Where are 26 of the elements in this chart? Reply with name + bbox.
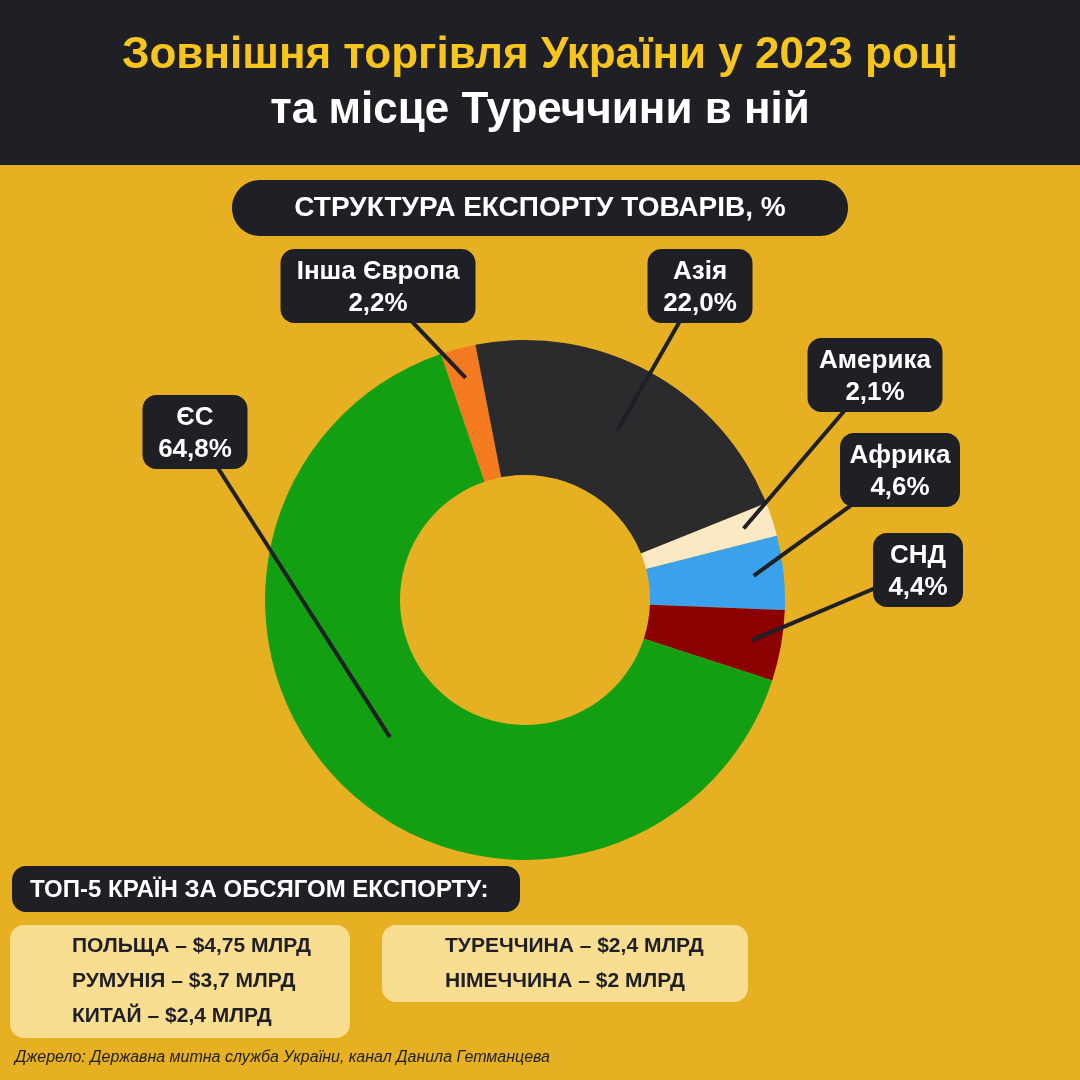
data-label: 2,2% <box>348 287 408 317</box>
slice-label: СНД <box>889 539 947 569</box>
text: ТУРЕЧЧИНА – $2,4 МЛРД <box>445 933 704 956</box>
data-label: 4,6% <box>870 471 930 501</box>
text: РУМУНІЯ – $3,7 МЛРД <box>72 968 296 991</box>
donut-slice <box>265 354 773 860</box>
donut-slice <box>646 535 785 611</box>
slice-label: Інша Європа <box>296 255 460 285</box>
data-label: 4,4% <box>888 571 948 601</box>
donut-slice <box>643 604 785 681</box>
slice-label: Америка <box>819 344 932 374</box>
data-label: 64,8% <box>158 433 232 463</box>
donut-slice <box>641 503 777 570</box>
text: КИТАЙ – $2,4 МЛРД <box>72 1003 272 1026</box>
text: Джерело: Державна митна служба України, канал Данила Гетманцева <box>13 1048 551 1065</box>
slice-label: ЄС <box>176 401 214 431</box>
slice-label: Африка <box>849 439 951 469</box>
slice-label: Азія <box>672 255 728 285</box>
donut-slice <box>440 344 502 482</box>
text: ПОЛЬЩА – $4,75 МЛРД <box>72 933 311 956</box>
data-label: 22,0% <box>663 287 737 317</box>
data-label: 2,1% <box>845 376 905 406</box>
text: ТОП-5 КРАЇН ЗА ОБСЯГОМ ЕКСПОРТУ: <box>30 875 489 902</box>
text: НІМЕЧЧИНА – $2 МЛРД <box>445 968 685 991</box>
chart-subtitle: СТРУКТУРА ЕКСПОРТУ ТОВАРІВ, % <box>294 191 786 222</box>
chart-title: Зовнішня торгівля України у 2023 році та місце Туреччини в ній <box>121 28 959 132</box>
